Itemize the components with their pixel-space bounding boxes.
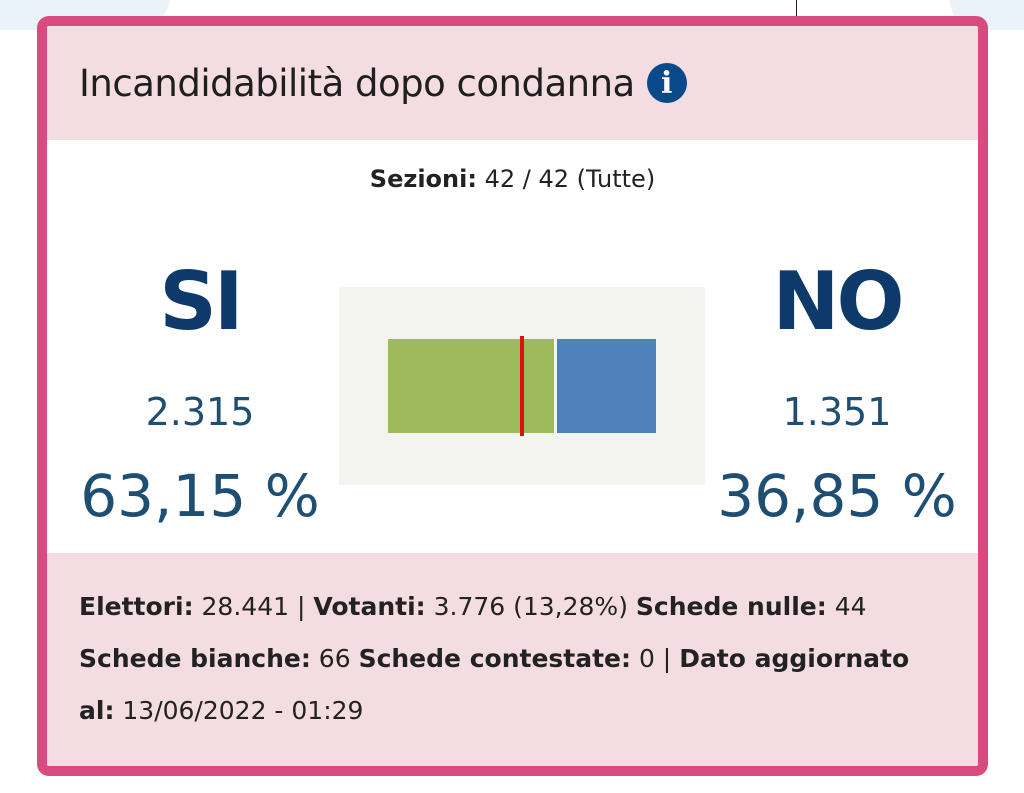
- no-label: NO: [772, 255, 905, 348]
- card-title: Incandidabilità dopo condanna: [79, 61, 635, 105]
- card-header: Incandidabilità dopo condanna i: [47, 26, 978, 140]
- aggiornato-value: 13/06/2022 - 01:29: [122, 696, 364, 725]
- no-bar: [557, 339, 656, 433]
- referendum-result-card: Incandidabilità dopo condanna i Sezioni:…: [37, 16, 988, 776]
- si-result: SI 2.315 63,15 %: [60, 255, 340, 531]
- votanti-value: 3.776 (13,28%): [433, 592, 628, 621]
- no-result: NO 1.351 36,85 %: [697, 255, 977, 531]
- bianche-value: 66: [318, 644, 351, 673]
- sezioni-status: Sezioni: 42 / 42 (Tutte): [47, 165, 978, 193]
- nulle-value: 44: [834, 592, 867, 621]
- majority-threshold-line: [520, 336, 524, 436]
- no-percent: 36,85 %: [717, 462, 957, 530]
- info-icon[interactable]: i: [646, 63, 687, 103]
- elettori-value: 28.441 |: [201, 592, 306, 621]
- sezioni-value: 42 / 42 (Tutte): [484, 165, 656, 193]
- card-body: Sezioni: 42 / 42 (Tutte) SI 2.315 63,15 …: [47, 140, 978, 553]
- contestate-label: Schede contestate:: [358, 644, 631, 673]
- result-bar-chart: [339, 287, 705, 485]
- divider: [796, 0, 797, 16]
- si-votes: 2.315: [145, 390, 255, 434]
- si-percent: 63,15 %: [80, 462, 320, 530]
- sezioni-label: Sezioni:: [369, 165, 477, 193]
- contestate-value: 0 |: [638, 644, 672, 673]
- votanti-label: Votanti:: [313, 592, 426, 621]
- bianche-label: Schede bianche:: [79, 644, 311, 673]
- nulle-label: Schede nulle:: [635, 592, 827, 621]
- si-label: SI: [159, 255, 243, 348]
- card-footer: Elettori: 28.441 | Votanti: 3.776 (13,28…: [47, 553, 978, 766]
- no-votes: 1.351: [782, 390, 892, 434]
- elettori-label: Elettori:: [79, 592, 194, 621]
- aggiornato-label: Dato aggiornato al:: [79, 644, 910, 725]
- si-bar: [388, 339, 554, 433]
